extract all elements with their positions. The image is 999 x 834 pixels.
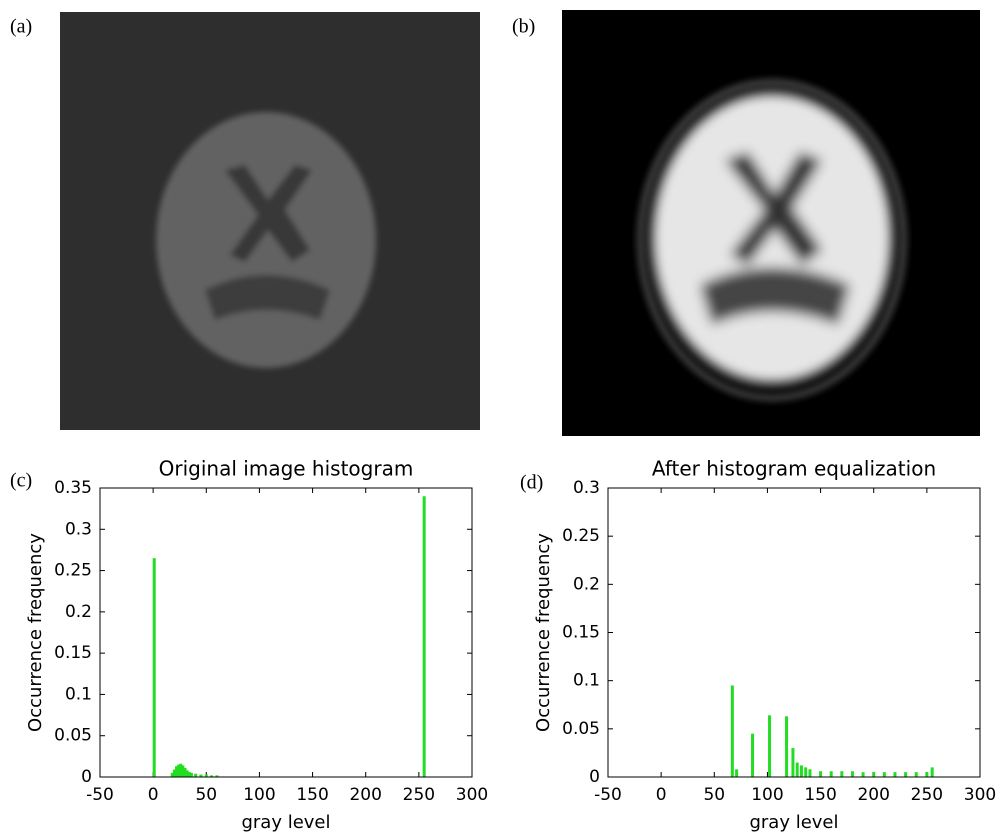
- x-tick-label: 250: [403, 785, 435, 805]
- y-tick-label: 0.25: [562, 526, 600, 546]
- y-tick-label: 0.1: [573, 671, 600, 691]
- x-tick-label: 0: [148, 785, 159, 805]
- bar: [930, 767, 934, 777]
- bar: [175, 766, 179, 777]
- bar: [170, 772, 174, 777]
- bar: [808, 769, 812, 777]
- plot-frame: [607, 487, 981, 778]
- x-tick-label: 200: [857, 785, 889, 805]
- bar: [183, 767, 187, 777]
- bar: [829, 771, 833, 777]
- y-tick-label: 0.2: [573, 574, 600, 594]
- y-tick-label: 0.35: [54, 478, 92, 498]
- x-tick-label: 200: [349, 785, 381, 805]
- bar: [904, 772, 908, 777]
- x-tick-label: 300: [964, 785, 996, 805]
- chart-title: Original image histogram: [159, 457, 414, 481]
- y-tick-label: 0.15: [562, 623, 600, 643]
- x-tick-label: -50: [86, 785, 114, 805]
- bar: [422, 496, 426, 777]
- bar: [785, 716, 789, 777]
- y-tick-label: 0.3: [573, 478, 600, 498]
- bar: [850, 771, 854, 777]
- bar: [177, 764, 181, 777]
- bar: [882, 772, 886, 777]
- bar: [872, 772, 876, 777]
- image-a: [60, 12, 480, 430]
- bar: [768, 715, 772, 777]
- bar: [185, 770, 189, 777]
- panel-label: (c): [10, 470, 32, 492]
- bar: [152, 558, 156, 777]
- y-axis-label: Occurrence frequency: [533, 533, 554, 732]
- y-tick-label: 0.05: [54, 726, 92, 746]
- bar: [735, 769, 739, 777]
- x-tick-label: 100: [751, 785, 783, 805]
- y-tick-label: 0.1: [65, 684, 92, 704]
- bar: [914, 772, 918, 777]
- x-tick-label: 300: [456, 785, 488, 805]
- y-tick-label: 0.2: [65, 602, 92, 622]
- x-tick-label: 100: [243, 785, 275, 805]
- bar: [179, 763, 183, 777]
- y-axis-label: Occurrence frequency: [25, 533, 46, 732]
- bar: [194, 773, 198, 777]
- bar: [795, 762, 799, 777]
- y-tick-label: 0.05: [562, 719, 600, 739]
- y-tick-label: 0.3: [65, 519, 92, 539]
- bar: [925, 772, 929, 777]
- bar: [199, 774, 203, 777]
- y-tick-label: 0.15: [54, 643, 92, 663]
- bar: [730, 685, 734, 777]
- panel-label: (a): [10, 16, 32, 38]
- panel-label: (b): [512, 16, 535, 38]
- x-tick-label: 50: [703, 785, 725, 805]
- image-b: [562, 10, 980, 436]
- bar: [751, 733, 755, 777]
- plot-frame: [99, 487, 473, 778]
- bar: [840, 771, 844, 777]
- bar: [172, 769, 176, 777]
- bar: [804, 767, 808, 777]
- x-tick-label: 50: [195, 785, 217, 805]
- x-tick-label: 150: [296, 785, 328, 805]
- bar: [204, 774, 208, 777]
- x-tick-label: 250: [911, 785, 943, 805]
- y-tick-label: 0: [81, 767, 92, 787]
- x-tick-label: 0: [656, 785, 667, 805]
- bar: [215, 775, 219, 777]
- bar: [799, 765, 803, 777]
- x-tick-label: 150: [804, 785, 836, 805]
- bar: [181, 765, 185, 777]
- bar: [791, 748, 795, 777]
- bar: [893, 772, 897, 777]
- y-tick-label: 0.25: [54, 561, 92, 581]
- bar: [187, 772, 191, 777]
- chart-title: After histogram equalization: [652, 457, 936, 481]
- y-tick-label: 0: [589, 767, 600, 787]
- bar: [819, 771, 823, 777]
- bar: [861, 772, 865, 777]
- panel-label: (d): [520, 472, 543, 494]
- x-tick-label: -50: [594, 785, 622, 805]
- bar: [210, 775, 214, 777]
- x-axis-label: gray level: [241, 812, 330, 833]
- bar: [189, 772, 193, 777]
- x-axis-label: gray level: [749, 812, 838, 833]
